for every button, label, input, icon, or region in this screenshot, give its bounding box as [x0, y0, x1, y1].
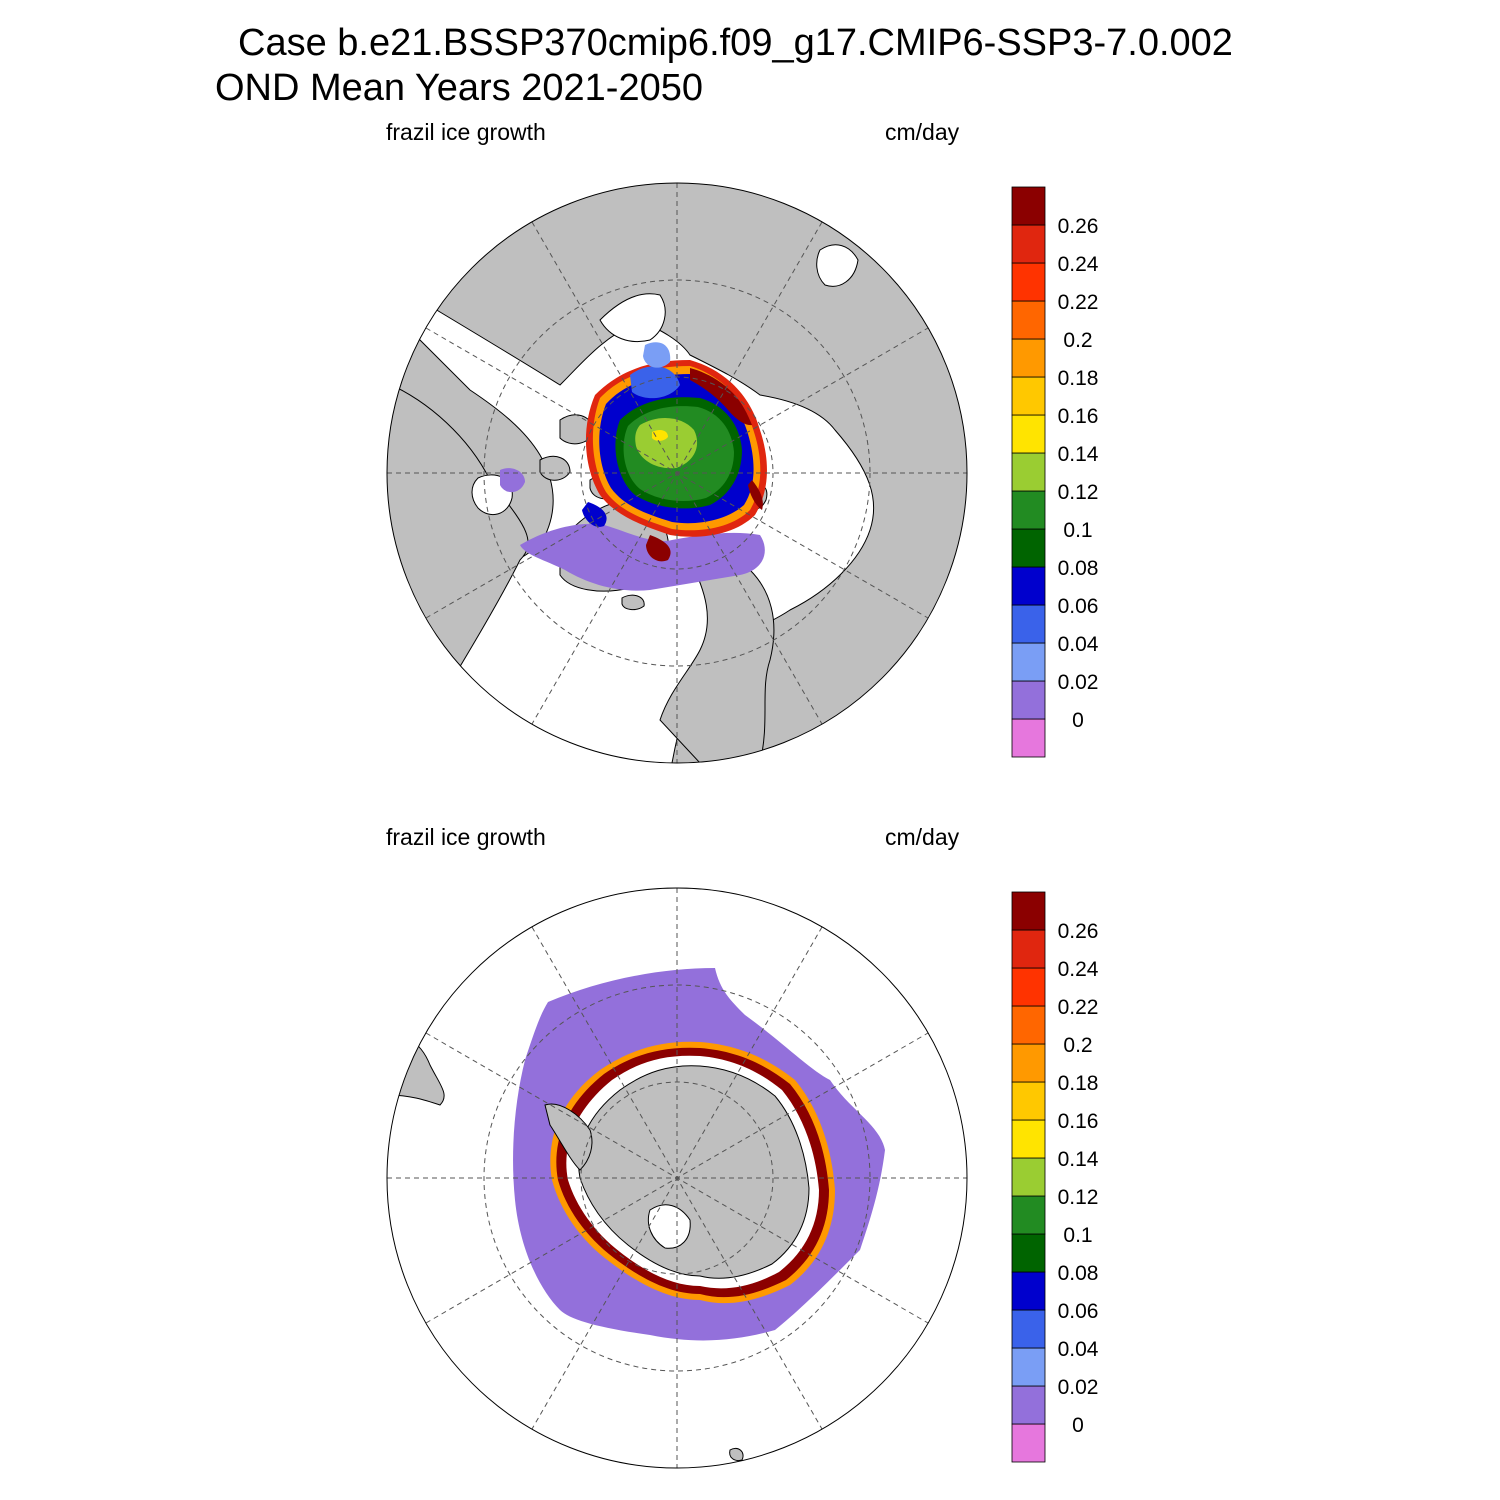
north-colorbar-label: 0.06	[1058, 595, 1099, 618]
south-colorbar-box	[1011, 1309, 1046, 1349]
north-level-0-16-spot	[652, 429, 668, 441]
north-level-0-26-barents	[748, 480, 763, 510]
south-colorbar-box	[1011, 1119, 1046, 1159]
north-colorbar-label: 0.24	[1058, 253, 1099, 276]
south-colorbar-box	[1011, 1271, 1046, 1311]
south-colorbar-box	[1011, 929, 1046, 969]
north-colorbar-box	[1011, 376, 1046, 416]
north-colorbar-box	[1011, 338, 1046, 378]
south-colorbar-label: 0.12	[1058, 1186, 1099, 1209]
north-graticule	[387, 183, 967, 763]
south-colorbar-box	[1011, 1385, 1046, 1425]
north-units-label: cm/day	[885, 119, 960, 145]
south-colorbar-label: 0.06	[1058, 1300, 1099, 1323]
north-variable-label: frazil ice growth	[386, 119, 546, 145]
south-colorbar-label: 0.08	[1058, 1262, 1099, 1285]
north-colorbar-box	[1011, 718, 1046, 758]
south-variable-label: frazil ice growth	[386, 824, 546, 850]
antarctica-land	[578, 1065, 810, 1279]
north-colorbar-label: 0.26	[1058, 215, 1099, 238]
north-colorbar-box	[1011, 452, 1046, 492]
south-colorbar-label: 0.2	[1063, 1034, 1092, 1057]
north-colorbar-label: 0.08	[1058, 557, 1099, 580]
south-colorbar-label: 0	[1072, 1414, 1084, 1437]
north-colorbar-label: 0.2	[1063, 329, 1092, 352]
north-greenland-level-0-26	[646, 535, 671, 562]
north-level-0-02-patch	[643, 342, 671, 368]
south-colorbar-box	[1011, 967, 1046, 1007]
north-colorbar-label: 0	[1072, 709, 1084, 732]
north-colorbar-label: 0.02	[1058, 671, 1099, 694]
period-title: OND Mean Years 2021-2050	[215, 67, 703, 109]
north-colorbar-box	[1011, 186, 1046, 226]
south-colorbar-label: 0.22	[1058, 996, 1099, 1019]
south-colorbar-label: 0.16	[1058, 1110, 1099, 1133]
north-frazil-field	[500, 342, 767, 591]
north-colorbar-box	[1011, 604, 1046, 644]
south-colorbar-box	[1011, 1347, 1046, 1387]
north-colorbar-label: 0.16	[1058, 405, 1099, 428]
south-colorbar-label: 0.02	[1058, 1376, 1099, 1399]
south-colorbar-label: 0.14	[1058, 1148, 1099, 1171]
south-small-island	[729, 1447, 744, 1461]
north-colorbar-box	[1011, 490, 1046, 530]
north-colorbar-box	[1011, 642, 1046, 682]
south-colorbar-label: 0.18	[1058, 1072, 1099, 1095]
south-colorbar-box	[1011, 1081, 1046, 1121]
north-colorbar-label: 0.18	[1058, 367, 1099, 390]
south-colorbar-box	[1011, 1157, 1046, 1197]
north-colorbar-label: 0.22	[1058, 291, 1099, 314]
north-level-0-02-region	[520, 523, 765, 591]
south-graticule	[387, 888, 967, 1468]
south-colorbar-box	[1011, 1233, 1046, 1273]
north-level-0-04-patch	[630, 366, 680, 399]
north-colorbar-label: 0.12	[1058, 481, 1099, 504]
north-hudson-level-0-02	[500, 468, 525, 493]
case-title: Case b.e21.BSSP370cmip6.f09_g17.CMIP6-SS…	[238, 22, 1233, 64]
north-colorbar-box	[1011, 224, 1046, 264]
south-colorbar-box	[1011, 1005, 1046, 1045]
antarctic-peninsula	[544, 1103, 593, 1171]
south-colorbar-box	[1011, 1043, 1046, 1083]
north-colorbar: 0 0.02 0.04 0.06 0.08 0.1 0.12 0.14 0.16 0.18 0.2 0…	[1011, 186, 1099, 758]
south-colorbar-label: 0.24	[1058, 958, 1099, 981]
north-colorbar-box	[1011, 300, 1046, 340]
north-colorbar-box	[1011, 566, 1046, 606]
ross-ice-shelf	[647, 1204, 691, 1249]
north-colorbar-box	[1011, 262, 1046, 302]
north-colorbar-box	[1011, 528, 1046, 568]
south-map-border	[386, 887, 968, 1469]
south-colorbar-box	[1011, 1423, 1046, 1463]
south-colorbar-label: 0.1	[1063, 1224, 1092, 1247]
north-colorbar-label: 0.1	[1063, 519, 1092, 542]
south-colorbar-label: 0.26	[1058, 920, 1099, 943]
north-map-border	[386, 182, 968, 764]
south-colorbar-box	[1011, 891, 1046, 931]
south-colorbar: 0 0.02 0.04 0.06 0.08 0.1 0.12 0.14 0.16 0.18 0.2 0…	[1011, 891, 1099, 1463]
south-colorbar-label: 0.04	[1058, 1338, 1099, 1361]
north-colorbar-box	[1011, 680, 1046, 720]
north-colorbar-label: 0.04	[1058, 633, 1099, 656]
north-colorbar-box	[1011, 414, 1046, 454]
north-colorbar-label: 0.14	[1058, 443, 1099, 466]
south-units-label: cm/day	[885, 824, 960, 850]
south-polar-map	[387, 888, 967, 1468]
north-level-0-14-region	[635, 417, 698, 469]
south-colorbar-box	[1011, 1195, 1046, 1235]
